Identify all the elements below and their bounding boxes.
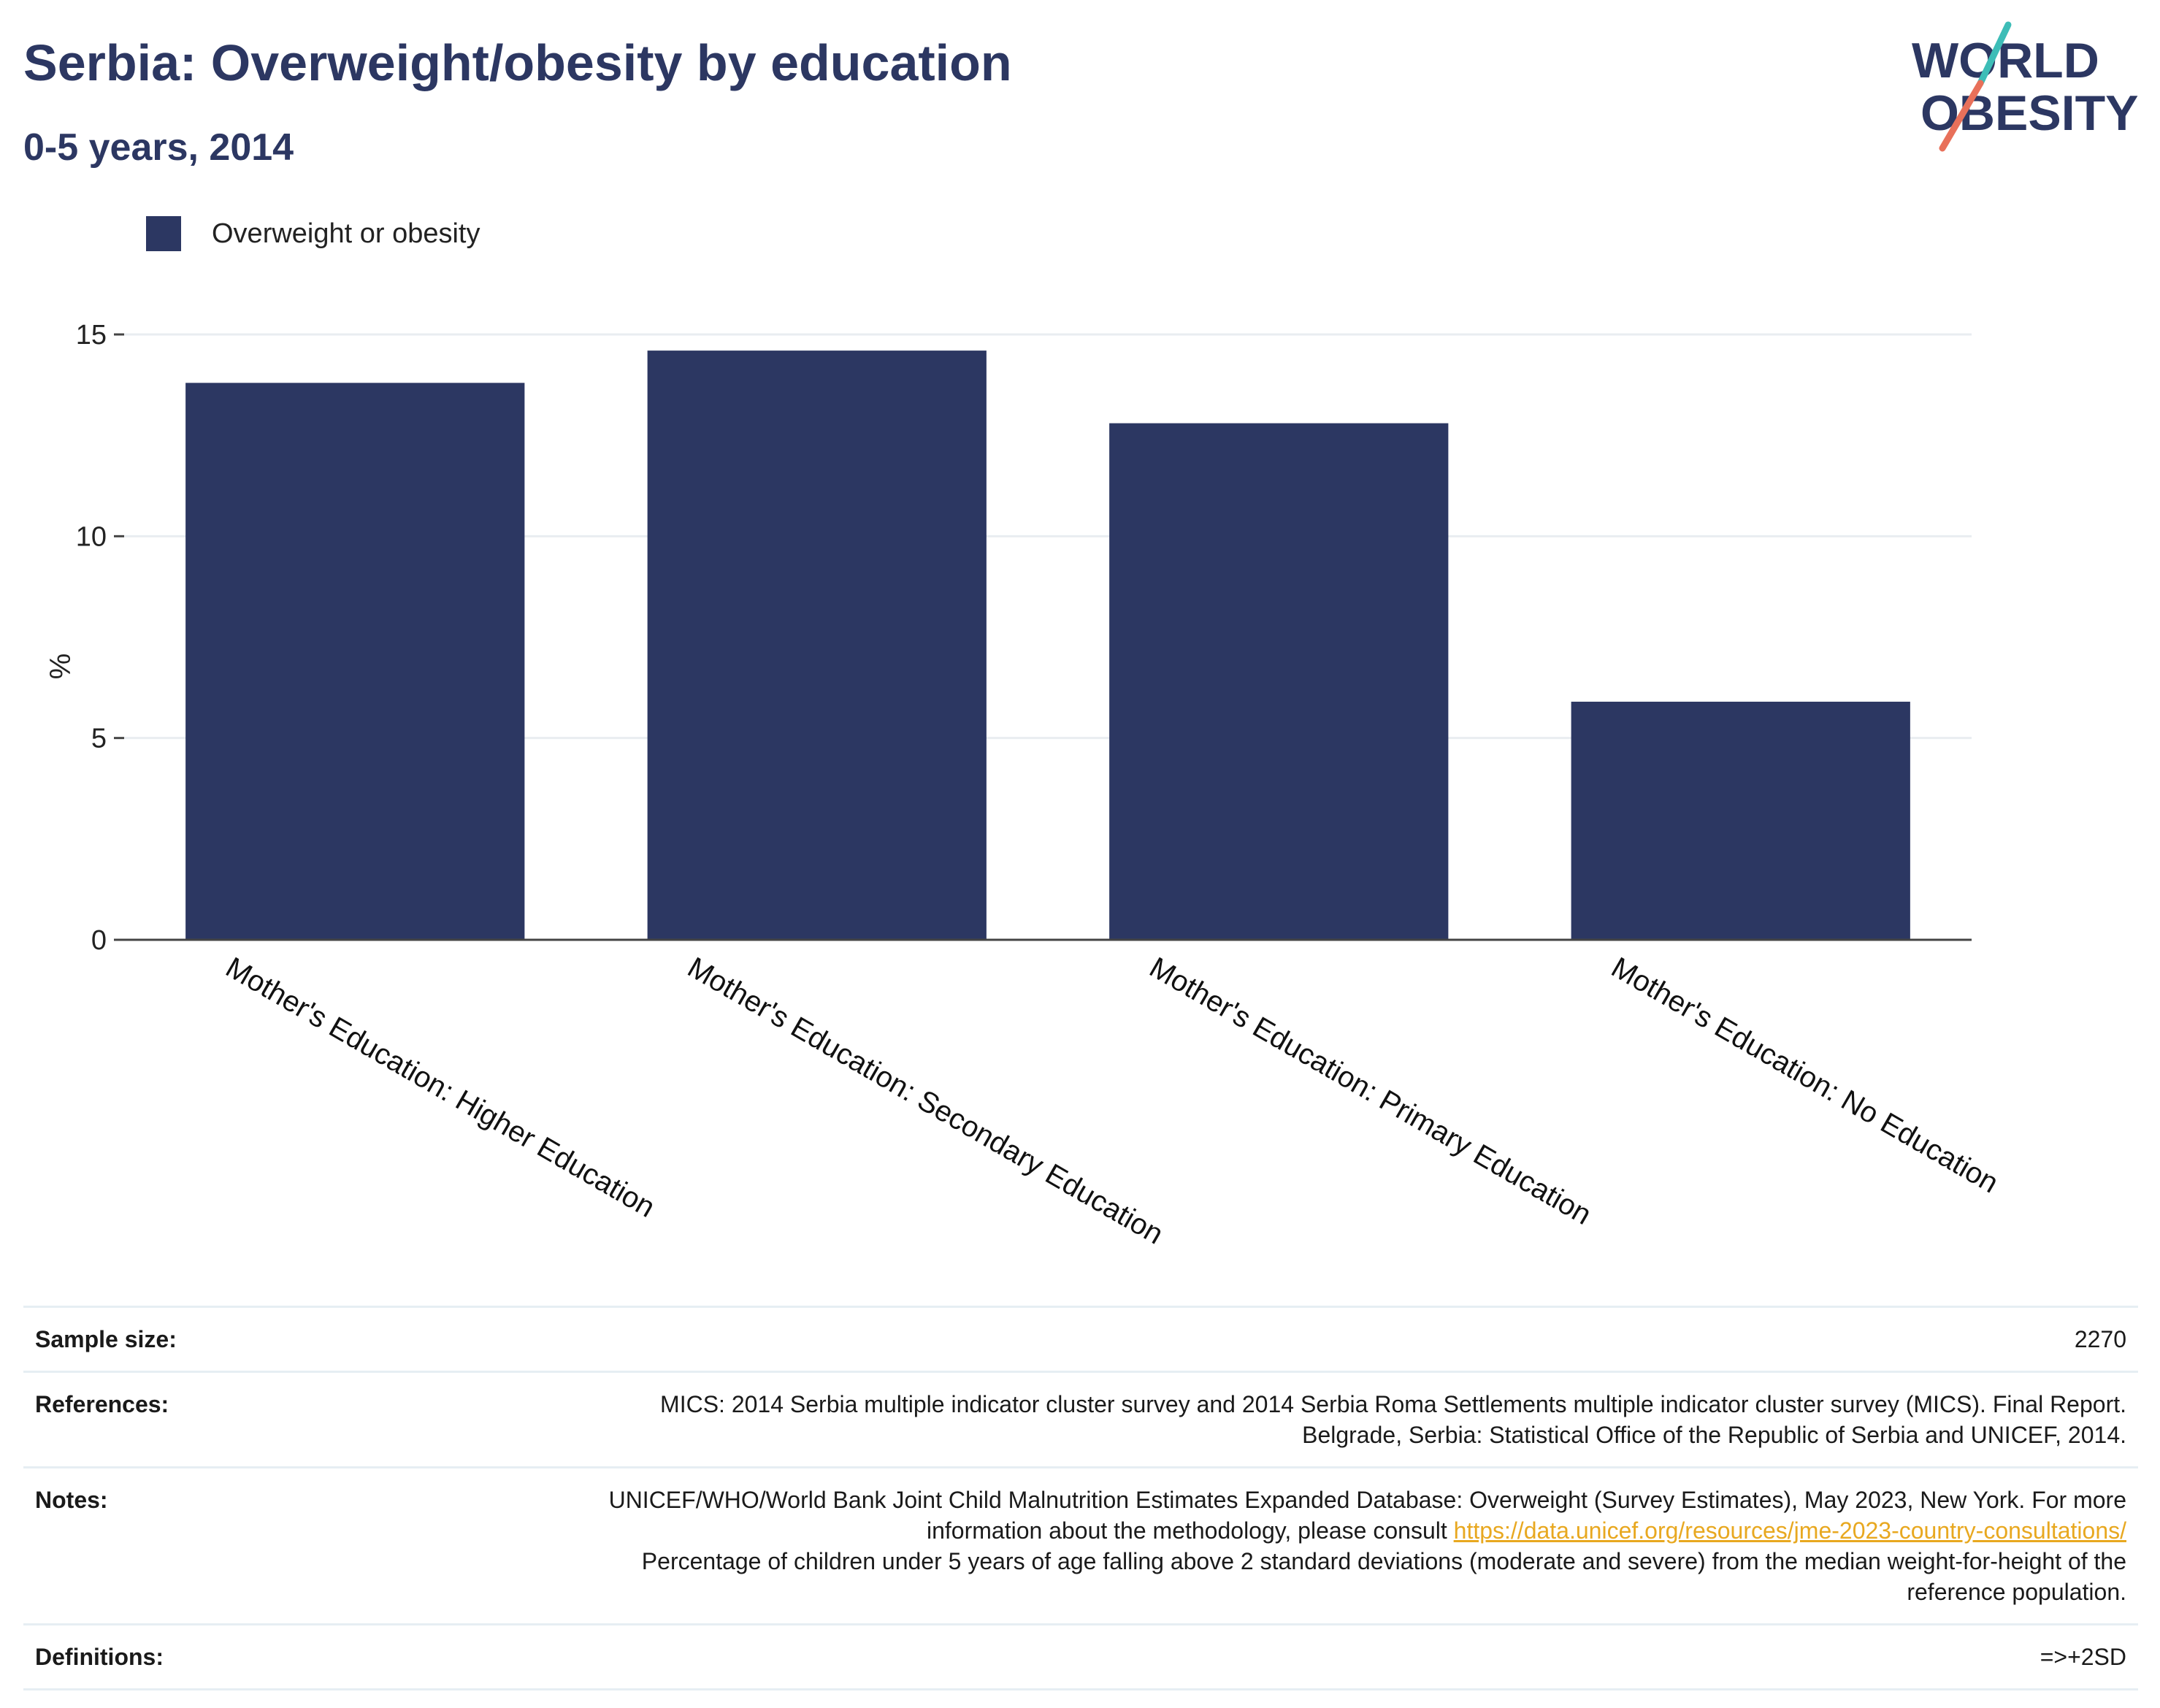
y-tick-label: 0 — [91, 925, 107, 956]
x-tick-labels: Mother's Education: Higher Education Moth… — [221, 951, 2004, 1251]
y-tick-label: 15 — [76, 320, 107, 351]
chart-legend: Overweight or obesity — [146, 216, 480, 251]
info-row-references: References: MICS: 2014 Serbia multiple i… — [23, 1371, 2138, 1468]
bar — [185, 383, 525, 940]
y-tick-labels: 0 5 10 15 — [76, 320, 124, 956]
info-row-definitions: Definitions: =>+2SD — [23, 1623, 2138, 1690]
logo-text-obesity: OBESITY — [1920, 85, 2139, 141]
notes-label: Notes: — [23, 1466, 558, 1625]
info-table: Sample size: 2270 References: MICS: 2014… — [23, 1306, 2138, 1690]
y-tick-label: 10 — [76, 521, 107, 552]
logo-text-world: WORLD — [1912, 33, 2099, 88]
bar — [1571, 701, 1910, 940]
references-label: References: — [23, 1371, 558, 1468]
page-subtitle: 0-5 years, 2014 — [23, 126, 294, 169]
definitions-label: Definitions: — [23, 1623, 558, 1690]
x-tick-label: Mother's Education: No Education — [1606, 951, 2004, 1200]
x-tick-label: Mother's Education: Secondary Education — [682, 951, 1168, 1251]
definitions-value: =>+2SD — [558, 1623, 2138, 1690]
notes-value: UNICEF/WHO/World Bank Joint Child Malnut… — [558, 1466, 2138, 1625]
logo-slash-top — [1977, 21, 2012, 87]
info-row-notes: Notes: UNICEF/WHO/World Bank Joint Child… — [23, 1466, 2138, 1625]
x-tick-label: Mother's Education: Primary Education — [1144, 951, 1597, 1231]
sample-size-label: Sample size: — [23, 1306, 558, 1372]
page-title: Serbia: Overweight/obesity by education — [23, 34, 1012, 91]
x-tick-label: Mother's Education: Higher Education — [221, 951, 660, 1224]
legend-swatch — [146, 216, 181, 251]
bar-chart: 0 5 10 15 Mother's Education: Higher Educat… — [43, 320, 2004, 1251]
sample-size-value: 2270 — [558, 1306, 2138, 1372]
bars-layer — [185, 351, 1910, 940]
y-tick-label: 5 — [91, 724, 107, 754]
bar — [1109, 423, 1449, 940]
legend-label: Overweight or obesity — [212, 218, 480, 249]
logo-slash-bottom — [1939, 80, 1984, 152]
notes-link[interactable]: https://data.unicef.org/resources/jme-20… — [1453, 1517, 2126, 1544]
y-axis-label: % — [43, 654, 75, 680]
bar — [647, 351, 987, 940]
info-row-sample-size: Sample size: 2270 — [23, 1306, 2138, 1372]
notes-text-2: Percentage of children under 5 years of … — [641, 1548, 2126, 1605]
notes-text-1: UNICEF/WHO/World Bank Joint Child Malnut… — [608, 1487, 2126, 1544]
references-value: MICS: 2014 Serbia multiple indicator clu… — [558, 1371, 2138, 1468]
world-obesity-logo: WORLD OBESITY — [1912, 21, 2139, 152]
